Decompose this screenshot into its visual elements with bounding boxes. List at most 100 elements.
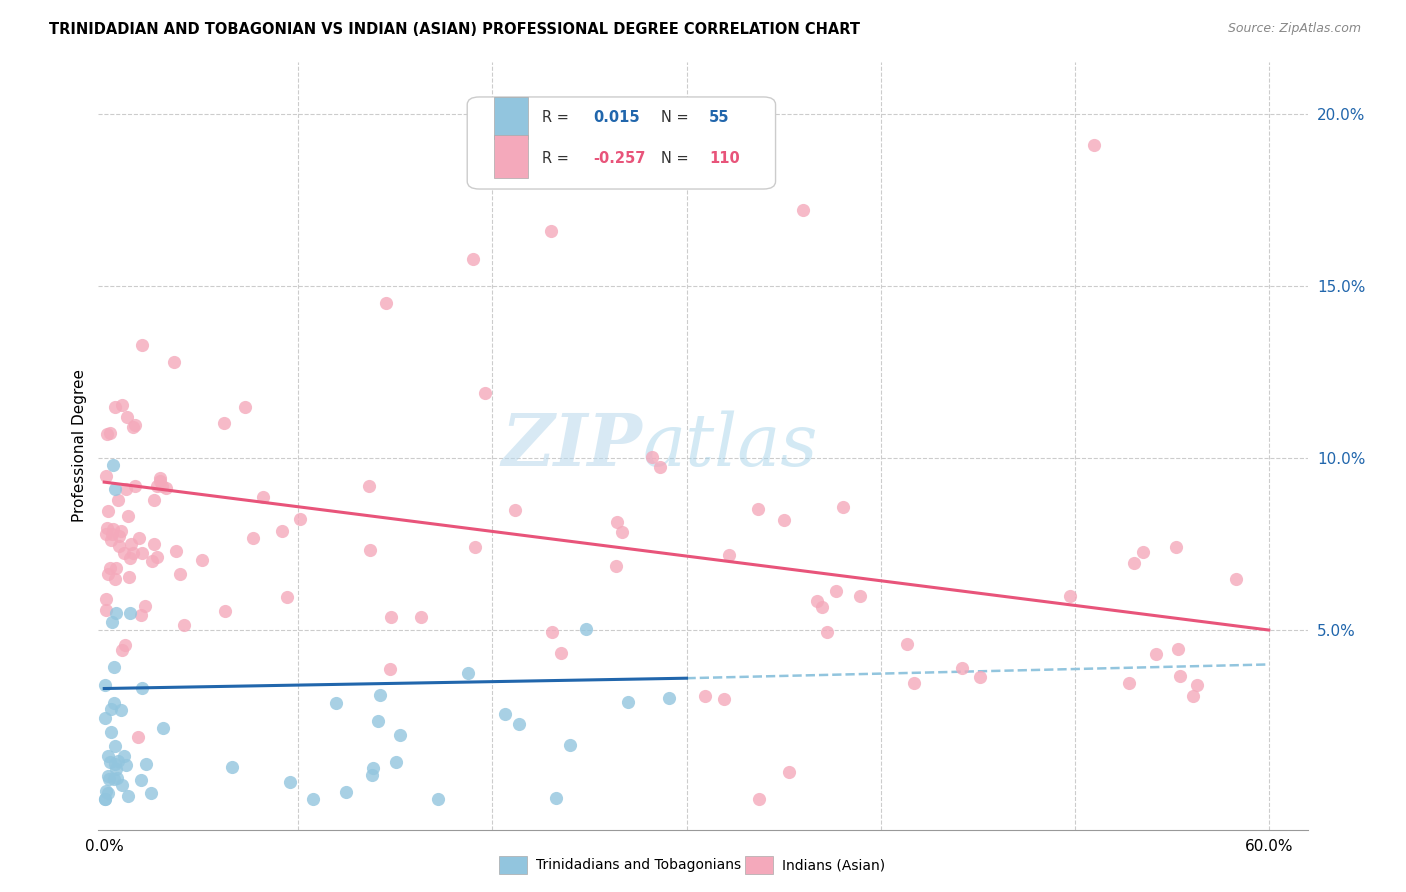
Point [94,678,117,692]
Point [1083,138,1105,153]
Point [100,533,122,547]
Point [104,400,127,414]
Point [96,526,118,541]
Point [104,762,127,776]
Point [114,638,136,652]
Point [149,474,172,488]
Point [142,537,165,551]
Point [214,604,236,618]
Point [135,756,157,771]
Point [94,791,117,805]
Point [474,385,496,400]
Point [1225,572,1247,586]
Point [134,599,156,613]
Point [94,711,117,725]
Point [131,546,153,560]
Point [903,676,925,690]
Point [108,528,131,542]
Text: R =: R = [543,151,569,166]
Point [610,524,633,539]
Text: ZIP: ZIP [502,410,643,482]
Point [105,771,128,785]
Point [411,609,433,624]
Point [950,660,973,674]
Point [122,419,145,434]
Point [97,749,120,764]
Point [97,769,120,783]
Point [105,606,128,620]
Point [104,482,127,496]
Point [1059,590,1081,604]
Point [385,755,408,769]
Point [124,479,146,493]
Point [127,730,149,744]
Point [357,479,380,493]
Point [575,622,598,636]
Point [115,482,138,496]
Point [361,761,384,775]
Point [212,417,235,431]
Point [104,756,127,771]
Point [101,522,124,536]
Point [115,409,138,424]
Point [792,203,814,218]
Text: 55: 55 [709,111,730,125]
Point [103,697,125,711]
Point [100,725,122,739]
Point [541,624,564,639]
Point [117,789,139,803]
Point [94,791,117,805]
Point [815,625,838,640]
Point [558,739,581,753]
Point [550,646,572,660]
Text: 110: 110 [709,151,740,166]
Point [1185,677,1208,691]
Point [131,338,153,352]
Point [143,493,166,508]
Point [124,417,146,432]
Point [969,670,991,684]
FancyBboxPatch shape [494,136,527,178]
Point [848,589,870,603]
Point [97,566,120,581]
Point [165,543,187,558]
Point [110,703,132,717]
Text: atlas: atlas [643,410,818,482]
Point [831,500,853,514]
Point [494,706,516,721]
Point [141,553,163,567]
Point [107,492,129,507]
Point [131,681,153,695]
Point [98,756,121,770]
Text: Indians (Asian): Indians (Asian) [782,858,884,872]
Point [129,608,152,623]
Point [96,602,118,616]
Point [540,224,562,238]
Point [325,697,347,711]
Point [139,786,162,800]
Point [1166,540,1188,554]
Point [650,460,672,475]
Point [896,637,918,651]
Point [1181,689,1204,703]
Point [367,714,389,729]
Point [252,491,274,505]
Point [772,513,794,527]
Text: -0.257: -0.257 [593,151,645,166]
Point [605,559,627,574]
Point [112,546,135,560]
Point [242,532,264,546]
Point [146,479,169,493]
Point [96,784,118,798]
Point [658,691,681,706]
Text: Source: ZipAtlas.com: Source: ZipAtlas.com [1227,22,1361,36]
Point [118,551,141,566]
Point [368,689,391,703]
Point [1118,675,1140,690]
Point [103,772,125,787]
Point [606,515,628,529]
Point [359,543,381,558]
Point [108,539,131,553]
Point [221,760,243,774]
Point [1167,642,1189,657]
